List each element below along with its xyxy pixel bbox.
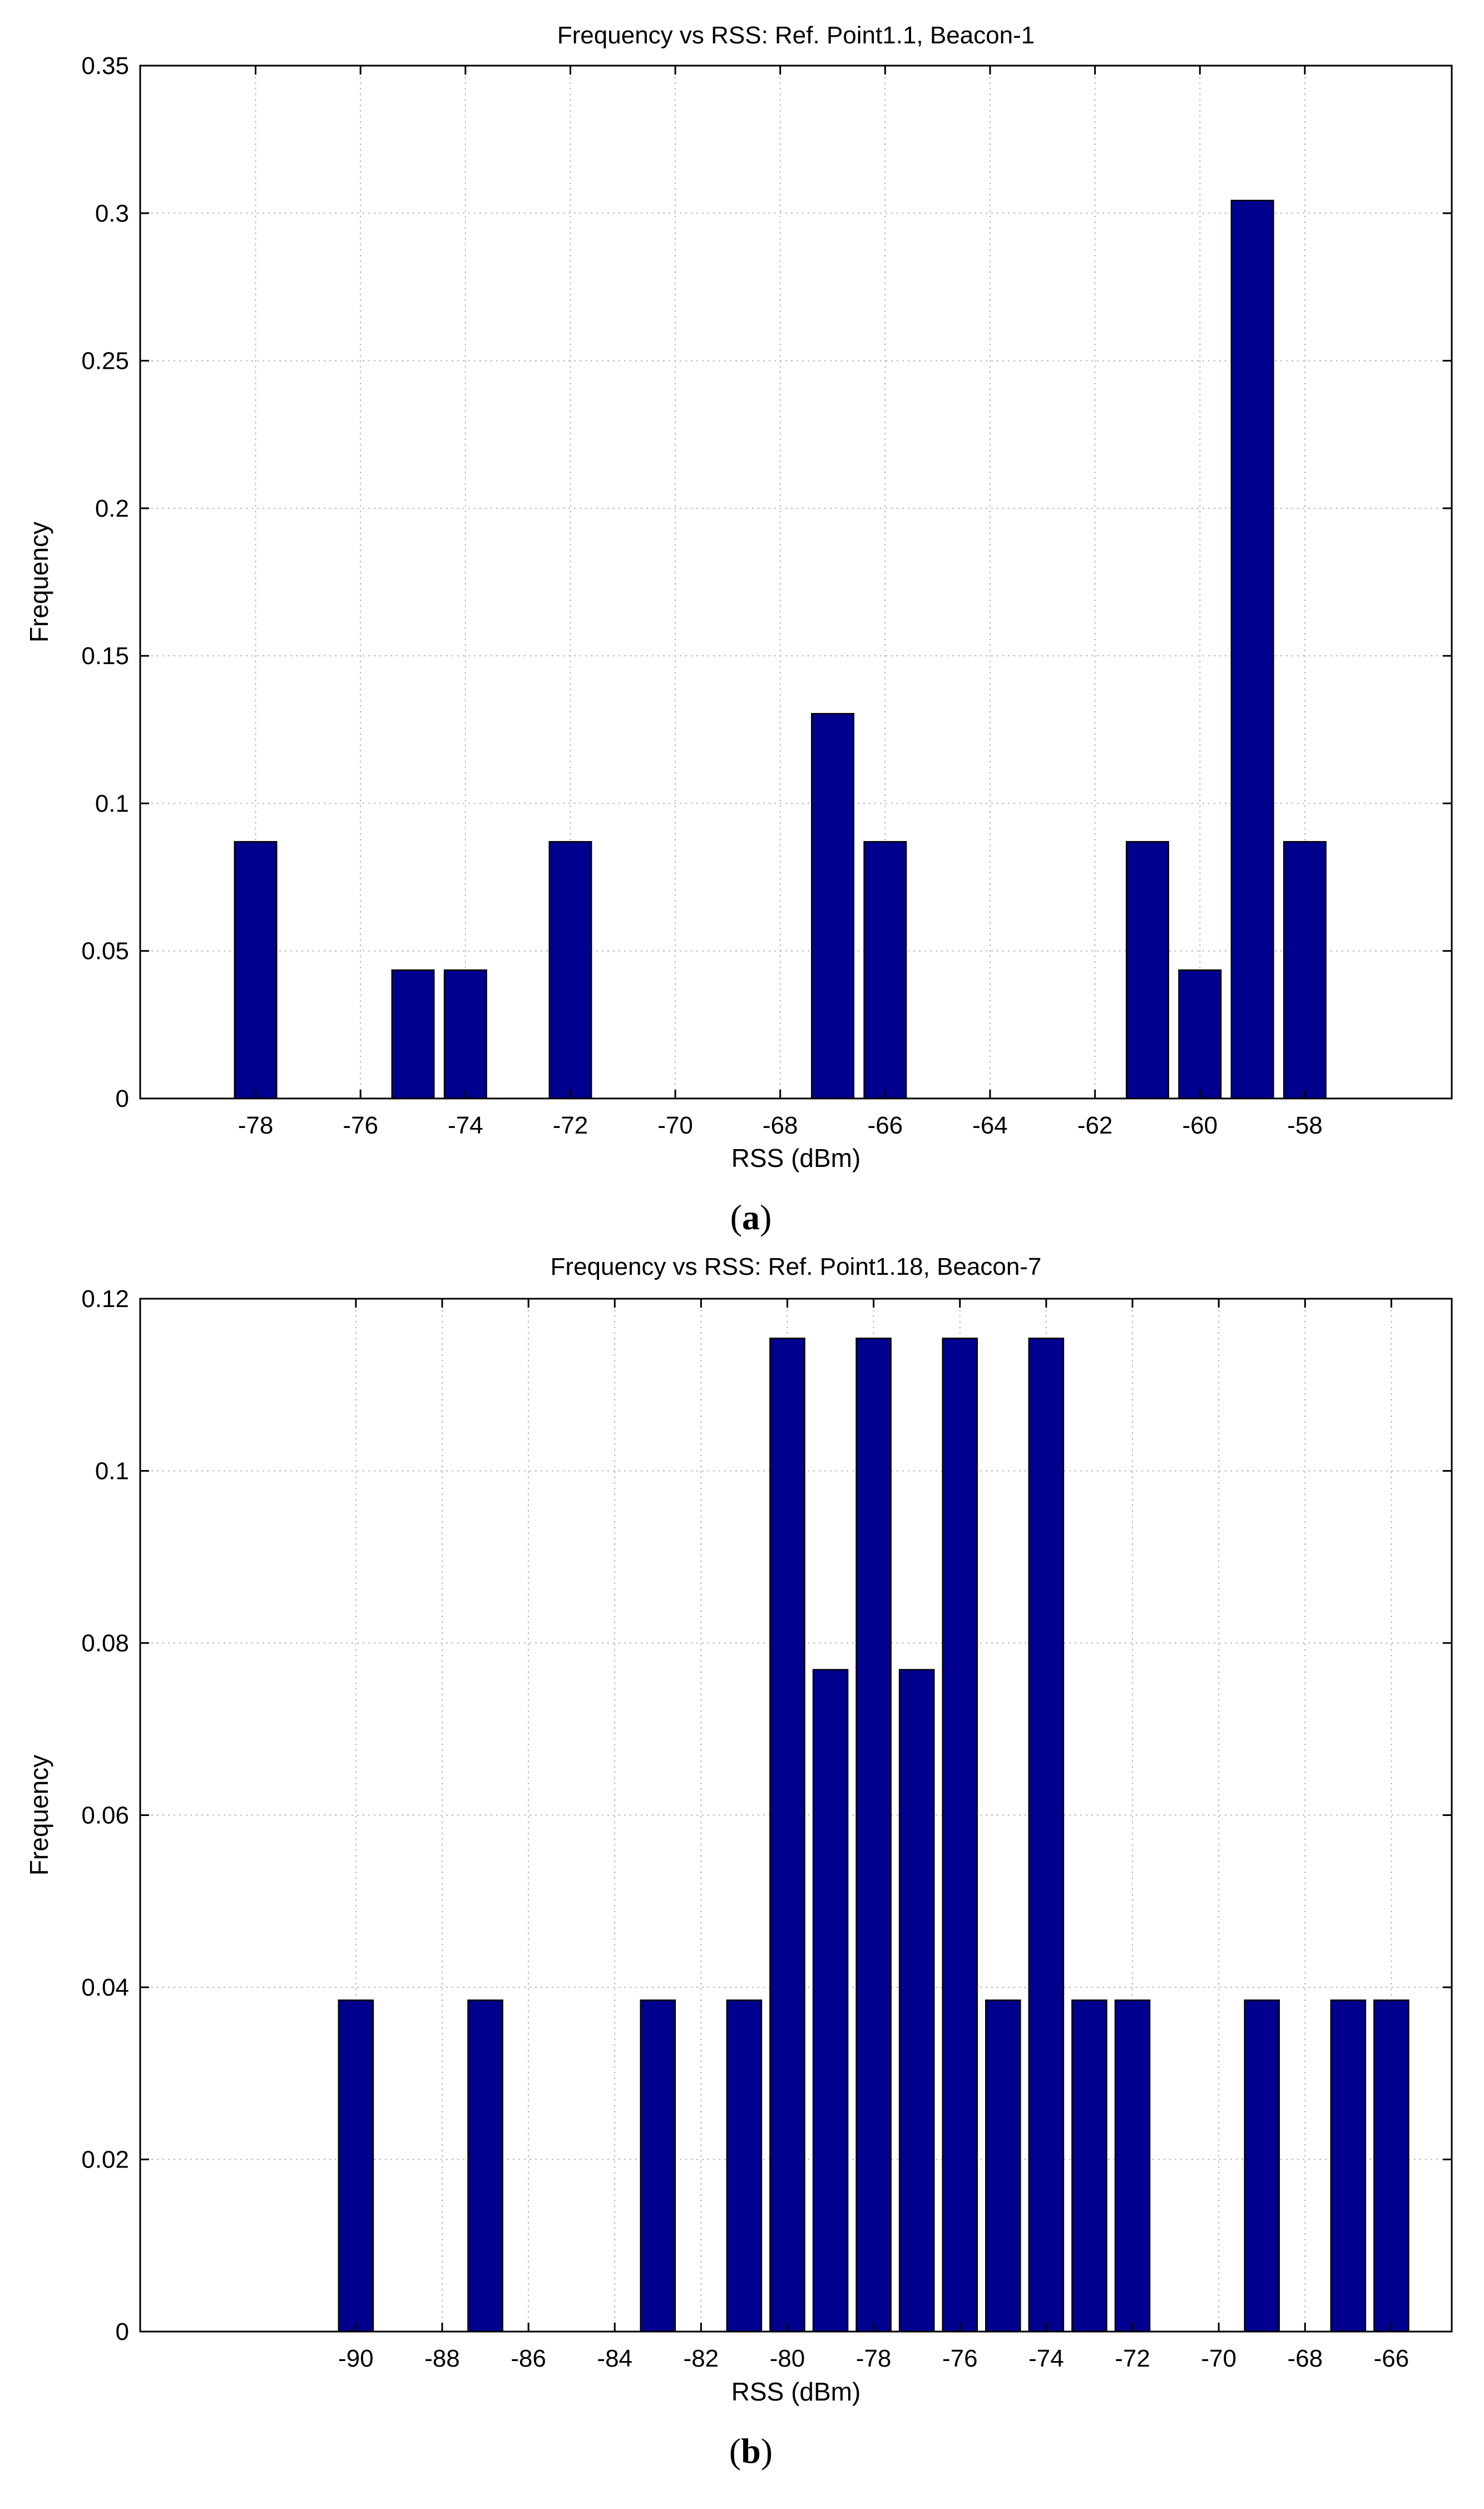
x-tick-label: -86: [511, 2345, 546, 2372]
x-tick-label: -66: [868, 1112, 903, 1139]
bars: [338, 1337, 1409, 2333]
bar: [863, 841, 907, 1100]
bar: [234, 841, 278, 1100]
x-tick-label: -58: [1287, 1112, 1323, 1139]
y-tick-label: 0.1: [95, 1458, 129, 1485]
x-axis-label: RSS (dBm): [731, 1144, 861, 1172]
y-tick-label: 0.08: [81, 1630, 129, 1657]
caption-letter: a: [742, 1197, 760, 1237]
x-tick-label: -74: [1028, 2345, 1064, 2372]
caption-paren: (: [730, 1197, 742, 1237]
bar: [640, 1999, 676, 2333]
y-tick-label: 0.04: [81, 1974, 129, 2001]
x-tick-label: -72: [553, 1112, 588, 1139]
bar: [1283, 841, 1327, 1100]
chart-b: -90 -88 -86 -84 -82 -80 -78 -76 -74 -72 -70 -68 -66 0…: [24, 1253, 1453, 2471]
x-tick-label: -78: [856, 2345, 892, 2372]
bar: [1330, 1999, 1367, 2333]
y-tick-label: 0.02: [81, 2146, 129, 2174]
axes-frame: [139, 65, 1453, 1100]
bar: [811, 712, 855, 1100]
chart-title: Frequency vs RSS: Ref. Point1.1, Beacon-…: [557, 22, 1035, 49]
y-tick-label: 0.2: [95, 495, 129, 522]
chart-a: -78 -76 -74 -72 -70 -68 -66 -64 -62 -60 -58 0 0.05 0.…: [24, 22, 1453, 1237]
x-tick-label: -82: [684, 2345, 719, 2372]
bar: [1244, 1999, 1280, 2333]
x-tick-label: -76: [343, 1112, 378, 1139]
x-tick-label: -62: [1077, 1112, 1113, 1139]
bar: [812, 1669, 849, 2333]
x-tick-label: -70: [657, 1112, 693, 1139]
bars: [234, 200, 1327, 1100]
x-tick-label: -84: [597, 2345, 632, 2372]
caption-paren: (: [729, 2431, 741, 2471]
grid: [140, 66, 1452, 1098]
y-axis-label: Frequency: [24, 1755, 53, 1875]
x-tick-label: -68: [1287, 2345, 1323, 2372]
bar: [898, 1669, 935, 2333]
x-tick-label: -90: [338, 2345, 374, 2372]
x-tick-label: -88: [424, 2345, 460, 2372]
bar: [548, 841, 592, 1100]
y-tick-label: 0.25: [81, 348, 129, 375]
bar: [391, 969, 435, 1100]
bar: [1230, 200, 1274, 1100]
y-tick-label: 0.06: [81, 1802, 129, 1829]
y-tick-label: 0.1: [95, 790, 129, 817]
x-tick-label: -60: [1182, 1112, 1218, 1139]
y-axis-label: Frequency: [24, 522, 53, 642]
bar: [726, 1999, 763, 2333]
y-tick-label: 0.3: [95, 200, 129, 227]
figure-caption: (a): [730, 1197, 772, 1237]
x-tick-label: -76: [942, 2345, 978, 2372]
caption-paren: ): [760, 1197, 771, 1237]
bar: [985, 1999, 1021, 2333]
bar: [443, 969, 487, 1100]
bar: [1114, 1999, 1151, 2333]
x-tick-label: -70: [1201, 2345, 1236, 2372]
x-axis-label: RSS (dBm): [731, 2377, 861, 2406]
x-tick-label: -64: [972, 1112, 1008, 1139]
x-tick-label: -66: [1374, 2345, 1409, 2372]
bar: [338, 1999, 374, 2333]
y-tick-label: 0.35: [81, 52, 129, 80]
x-tick-label: -68: [763, 1112, 798, 1139]
bar: [855, 1337, 892, 2333]
bar: [467, 1999, 503, 2333]
bar: [1178, 969, 1222, 1100]
x-tick-label: -74: [448, 1112, 483, 1139]
y-tick-label: 0: [116, 2318, 129, 2345]
caption-letter: b: [741, 2431, 761, 2471]
y-tick-label: 0.05: [81, 938, 129, 965]
bar: [1071, 1999, 1107, 2333]
figure-caption: (b): [729, 2431, 773, 2471]
bar: [1373, 1999, 1409, 2333]
bar: [769, 1337, 805, 2333]
chart-title: Frequency vs RSS: Ref. Point1.18, Beacon…: [551, 1253, 1042, 1280]
bar: [1028, 1337, 1065, 2333]
x-tick-label: -78: [238, 1112, 274, 1139]
caption-paren: ): [761, 2431, 773, 2471]
bar: [942, 1337, 978, 2333]
y-tick-label: 0: [116, 1085, 129, 1112]
x-tick-label: -80: [770, 2345, 805, 2372]
bar: [1125, 841, 1169, 1100]
y-tick-label: 0.12: [81, 1285, 129, 1313]
y-tick-label: 0.15: [81, 642, 129, 670]
x-tick-label: -72: [1115, 2345, 1150, 2372]
